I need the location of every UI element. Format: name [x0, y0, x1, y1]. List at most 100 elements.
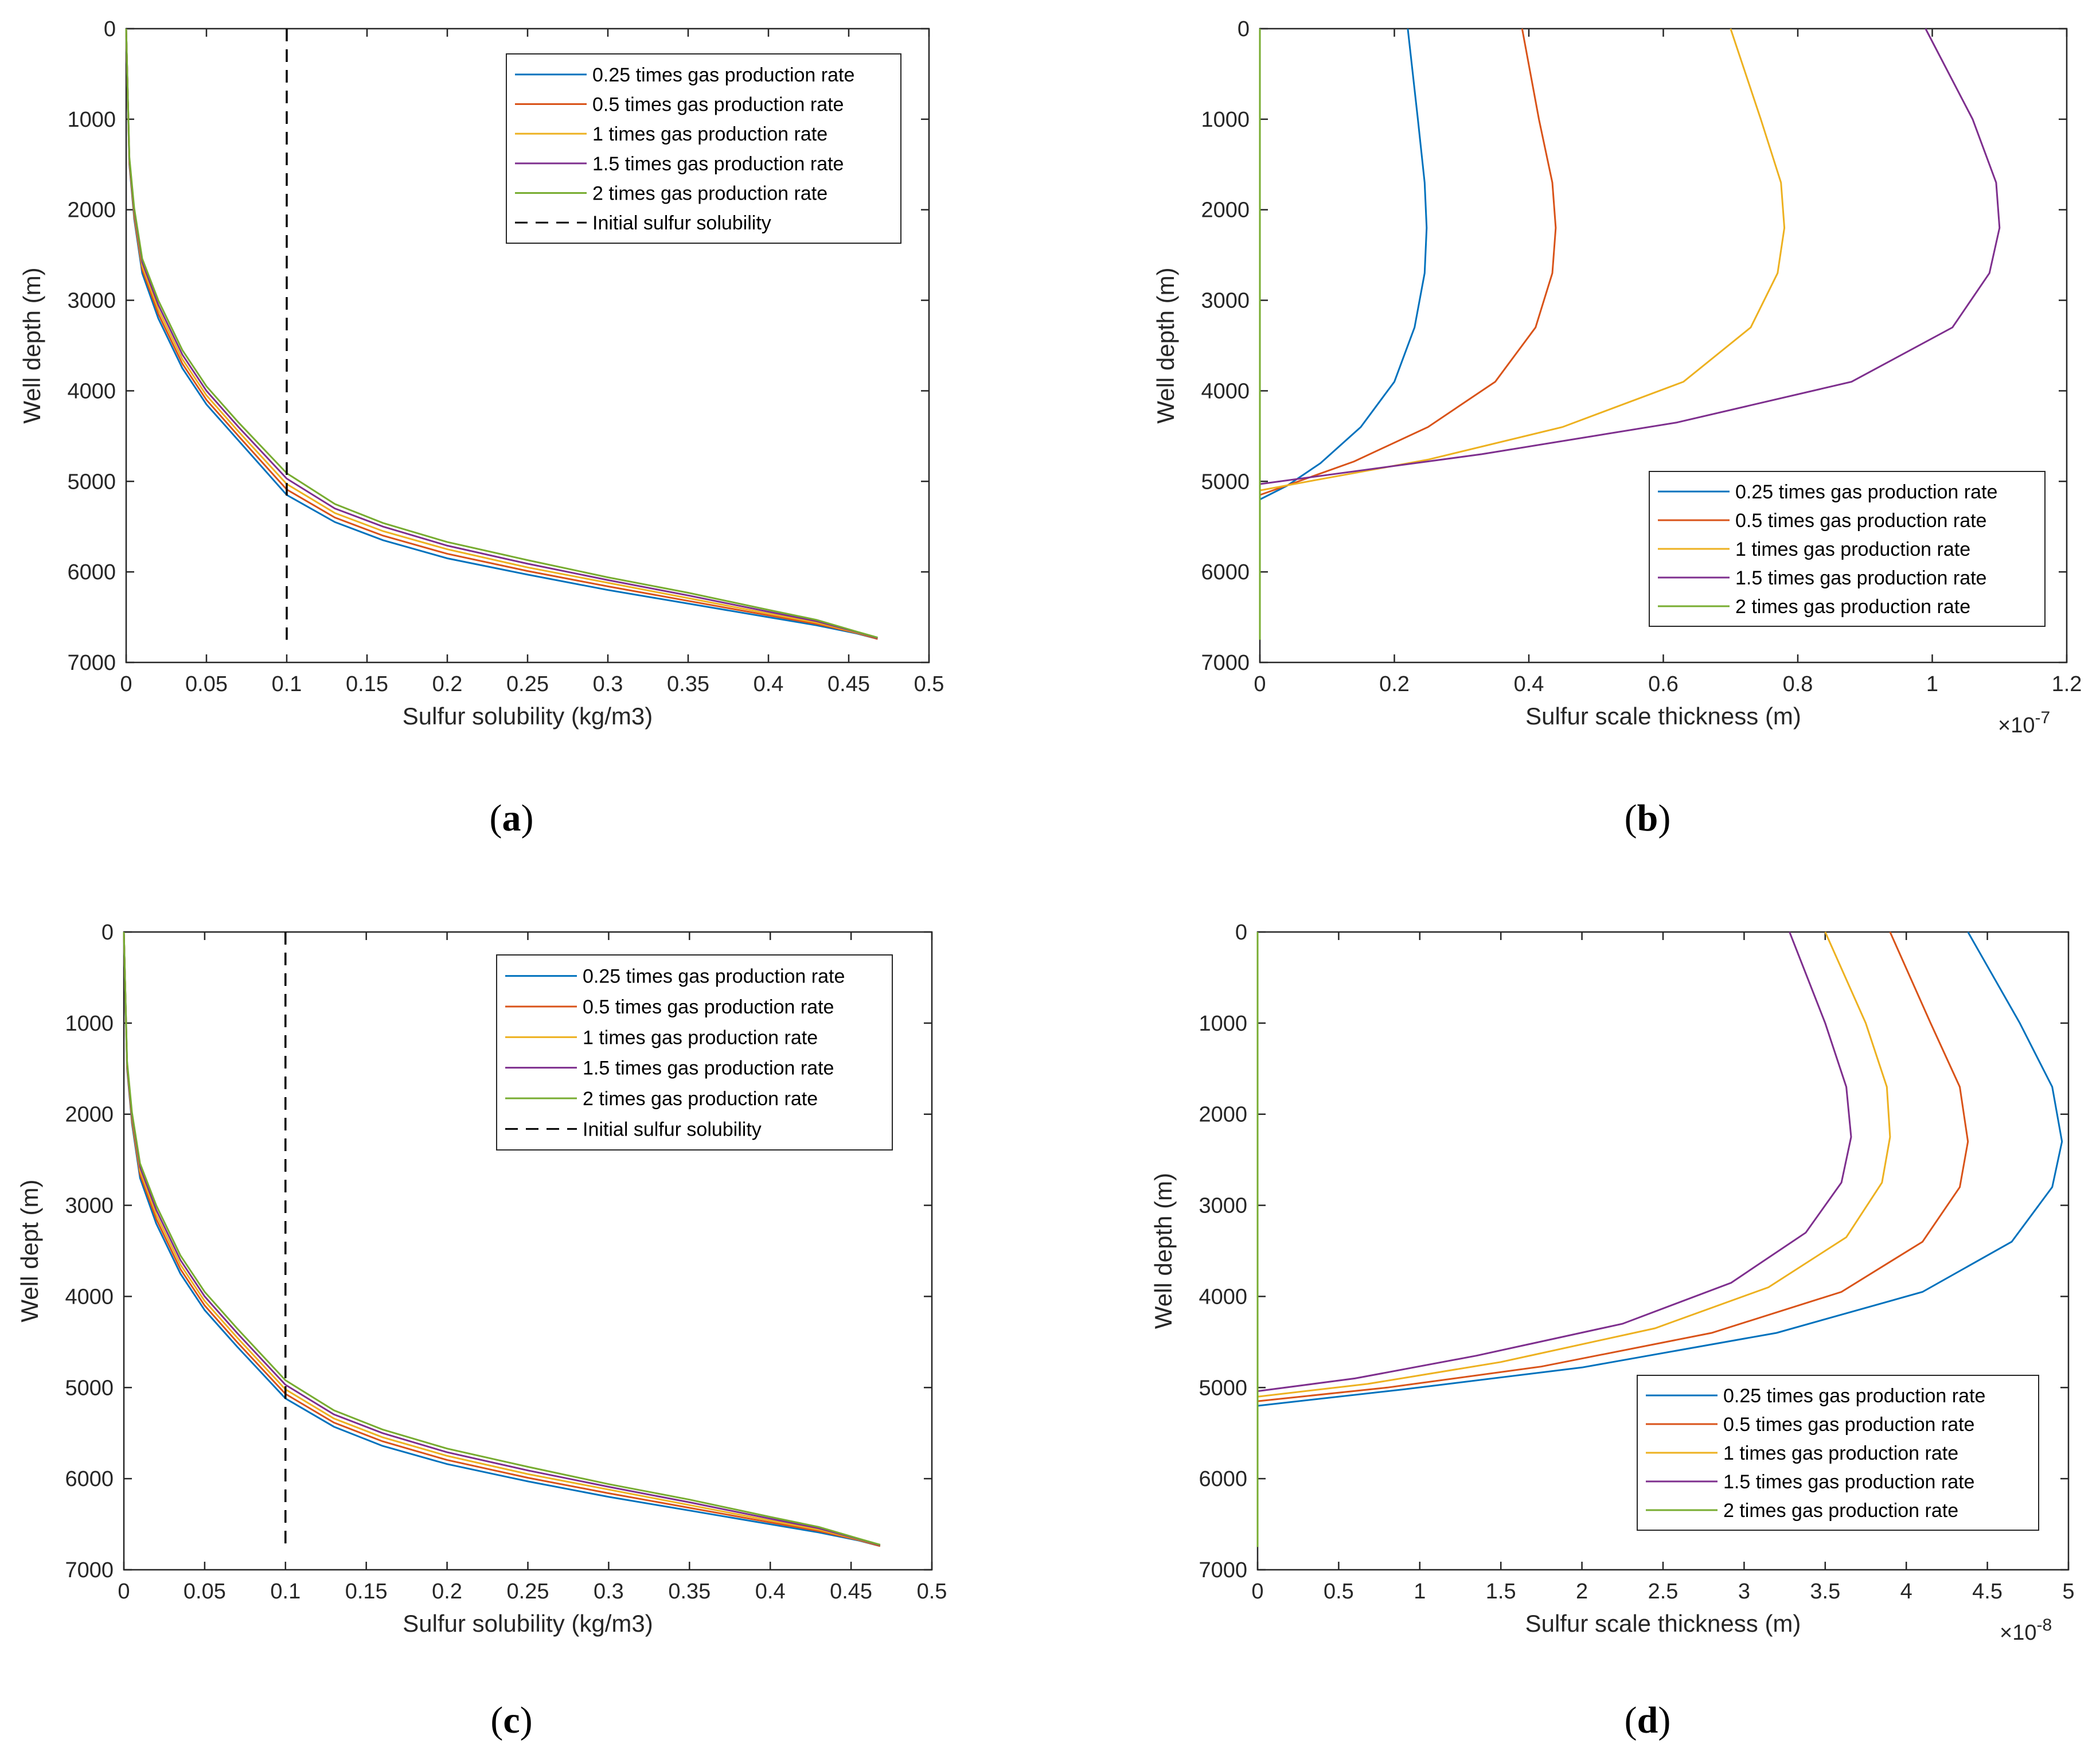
x-tick-label-d: 0: [1251, 1580, 1263, 1604]
x-tick-label-c: 0.35: [668, 1580, 711, 1604]
x-tick-label-c: 0.5: [917, 1580, 947, 1604]
x-tick-label-c: 0.15: [345, 1580, 388, 1604]
x-tick-label-c: 0.1: [270, 1580, 300, 1604]
y-tick-label-d: 6000: [1199, 1467, 1247, 1491]
x-tick-label-c: 0.25: [507, 1580, 549, 1604]
legend-label-b-0: 0.25 times gas production rate: [1735, 481, 1997, 503]
y-tick-label-d: 4000: [1199, 1285, 1247, 1309]
y-tick-label-b: 0: [1238, 17, 1250, 41]
y-tick-label-a: 6000: [67, 560, 116, 584]
y-tick-label-a: 4000: [67, 379, 116, 403]
panel-c: 0 0.05 0.1 0.15 0.2 0.25 0.3 0.35 0.4 0.45 0.5 0 100…: [16, 921, 947, 1637]
x-tick-label-d: 5: [2062, 1580, 2074, 1604]
x-tick-label-d: 4: [1900, 1580, 1912, 1604]
legend-label-a-0: 0.25 times gas production rate: [592, 64, 854, 86]
legend-label-a-2: 1 times gas production rate: [592, 123, 827, 145]
x-tick-label-d: 3: [1738, 1580, 1750, 1604]
x-tick-label-c: 0.3: [594, 1580, 624, 1604]
y-tick-label-c: 5000: [65, 1376, 114, 1400]
x-tick-label-c: 0.45: [830, 1580, 872, 1604]
y-axis-label-b: Well depth (m): [1152, 267, 1179, 423]
panel-d: 0 0.5 1 1.5 2 2.5 3 3.5 4 4.5 5 0 1000 2000 3000 4000 50…: [1150, 921, 2075, 1645]
y-tick-label-d: 3000: [1199, 1194, 1247, 1218]
x-tick-label-c: 0.4: [755, 1580, 786, 1604]
legend-a: 0.25 times gas production rate 0.5 times …: [506, 53, 901, 244]
series-line-c-3: [123, 931, 881, 1546]
caption-b: (b): [1625, 797, 1671, 839]
legend-box-a: [506, 53, 901, 244]
legend-label-c-3: 1.5 times gas production rate: [583, 1058, 834, 1079]
series-line-d-0: [1257, 931, 2063, 1407]
x-multiplier-exponent-b: -7: [2035, 708, 2050, 727]
legend-label-b-2: 1 times gas production rate: [1735, 539, 1970, 560]
y-tick-label-c: 2000: [65, 1103, 114, 1127]
x-multiplier-base-b: ×10: [1998, 713, 2035, 738]
y-tick-label-c: 0: [102, 921, 114, 945]
x-tick-label-b: 1.2: [2052, 672, 2082, 696]
series-line-d-1: [1257, 931, 1969, 1402]
x-tick-label-a: 0.1: [272, 672, 302, 696]
y-tick-label-d: 5000: [1199, 1376, 1247, 1400]
legend-label-c-1: 0.5 times gas production rate: [583, 996, 834, 1018]
legend-label-c-4: 2 times gas production rate: [583, 1088, 818, 1110]
legend-label-a-3: 1.5 times gas production rate: [592, 153, 844, 175]
x-tick-label-d: 2: [1576, 1580, 1588, 1604]
x-tick-label-a: 0.2: [432, 672, 463, 696]
legend-label-d-0: 0.25 times gas production rate: [1723, 1385, 1985, 1407]
y-tick-label-a: 5000: [67, 470, 116, 494]
legend-label-b-4: 2 times gas production rate: [1735, 596, 1970, 618]
legend-label-c-2: 1 times gas production rate: [583, 1027, 818, 1048]
series-line-c-2: [123, 931, 881, 1546]
panel-b: 0 0.2 0.4 0.6 0.8 1 1.2 0 1000 2000 3000 4000 5000 60…: [1152, 17, 2082, 738]
y-axis-label-c: Well dept (m): [16, 1180, 43, 1323]
x-tick-label-d: 1.5: [1486, 1580, 1516, 1604]
legend-b: 0.25 times gas production rate 0.5 times …: [1649, 471, 2046, 627]
x-tick-label-a: 0.5: [914, 672, 944, 696]
x-tick-label-b: 0.2: [1379, 672, 1410, 696]
caption-c: (c): [490, 1699, 532, 1741]
x-multiplier-b: ×10-7: [1998, 708, 2050, 738]
x-axis-label-a: Sulfur solubility (kg/m3): [403, 703, 653, 730]
y-tick-label-b: 1000: [1201, 108, 1250, 132]
y-tick-label-b: 6000: [1201, 560, 1250, 584]
legend-label-b-3: 1.5 times gas production rate: [1735, 567, 1986, 589]
x-axis-label-c: Sulfur solubility (kg/m3): [403, 1610, 653, 1637]
x-tick-label-a: 0.45: [827, 672, 870, 696]
y-tick-label-a: 2000: [67, 198, 116, 223]
series-line-c-4: [123, 931, 881, 1546]
legend-label-d-1: 0.5 times gas production rate: [1723, 1414, 1974, 1436]
series-line-c-1: [123, 931, 881, 1547]
x-axis-label-b: Sulfur scale thickness (m): [1525, 703, 1801, 730]
x-tick-label-b: 0.8: [1783, 672, 1813, 696]
y-tick-label-b: 5000: [1201, 470, 1250, 494]
series-line-a-4: [125, 28, 878, 639]
x-multiplier-base-d: ×10: [2000, 1621, 2036, 1645]
y-tick-label-c: 4000: [65, 1285, 114, 1309]
series-line-a-3: [125, 28, 878, 639]
x-tick-label-d: 0.5: [1324, 1580, 1354, 1604]
y-tick-label-d: 7000: [1199, 1558, 1247, 1582]
series-line-a-1: [125, 28, 878, 640]
y-tick-label-b: 3000: [1201, 289, 1250, 313]
y-axis-label-d: Well depth (m): [1150, 1173, 1177, 1329]
y-tick-label-c: 6000: [65, 1467, 114, 1491]
x-tick-label-d: 2.5: [1648, 1580, 1679, 1604]
y-axis-label-a: Well depth (m): [18, 267, 45, 423]
y-tick-label-d: 1000: [1199, 1012, 1247, 1036]
x-tick-label-b: 0.6: [1648, 672, 1679, 696]
caption-d: (d): [1625, 1699, 1671, 1741]
legend-label-c-5: Initial sulfur solubility: [583, 1118, 762, 1140]
x-tick-label-b: 0.4: [1514, 672, 1544, 696]
series-line-b-3: [1259, 28, 2001, 485]
x-tick-label-a: 0.05: [185, 672, 228, 696]
legend-label-d-3: 1.5 times gas production rate: [1723, 1471, 1974, 1493]
series-line-c-0: [123, 931, 881, 1547]
x-axis-label-d: Sulfur scale thickness (m): [1525, 1610, 1801, 1637]
y-tick-label-a: 1000: [67, 108, 116, 132]
x-tick-label-d: 3.5: [1810, 1580, 1840, 1604]
x-tick-label-d: 4.5: [1972, 1580, 2003, 1604]
x-tick-label-c: 0.05: [184, 1580, 226, 1604]
legend-label-d-4: 2 times gas production rate: [1723, 1500, 1958, 1522]
y-tick-label-d: 2000: [1199, 1103, 1247, 1127]
